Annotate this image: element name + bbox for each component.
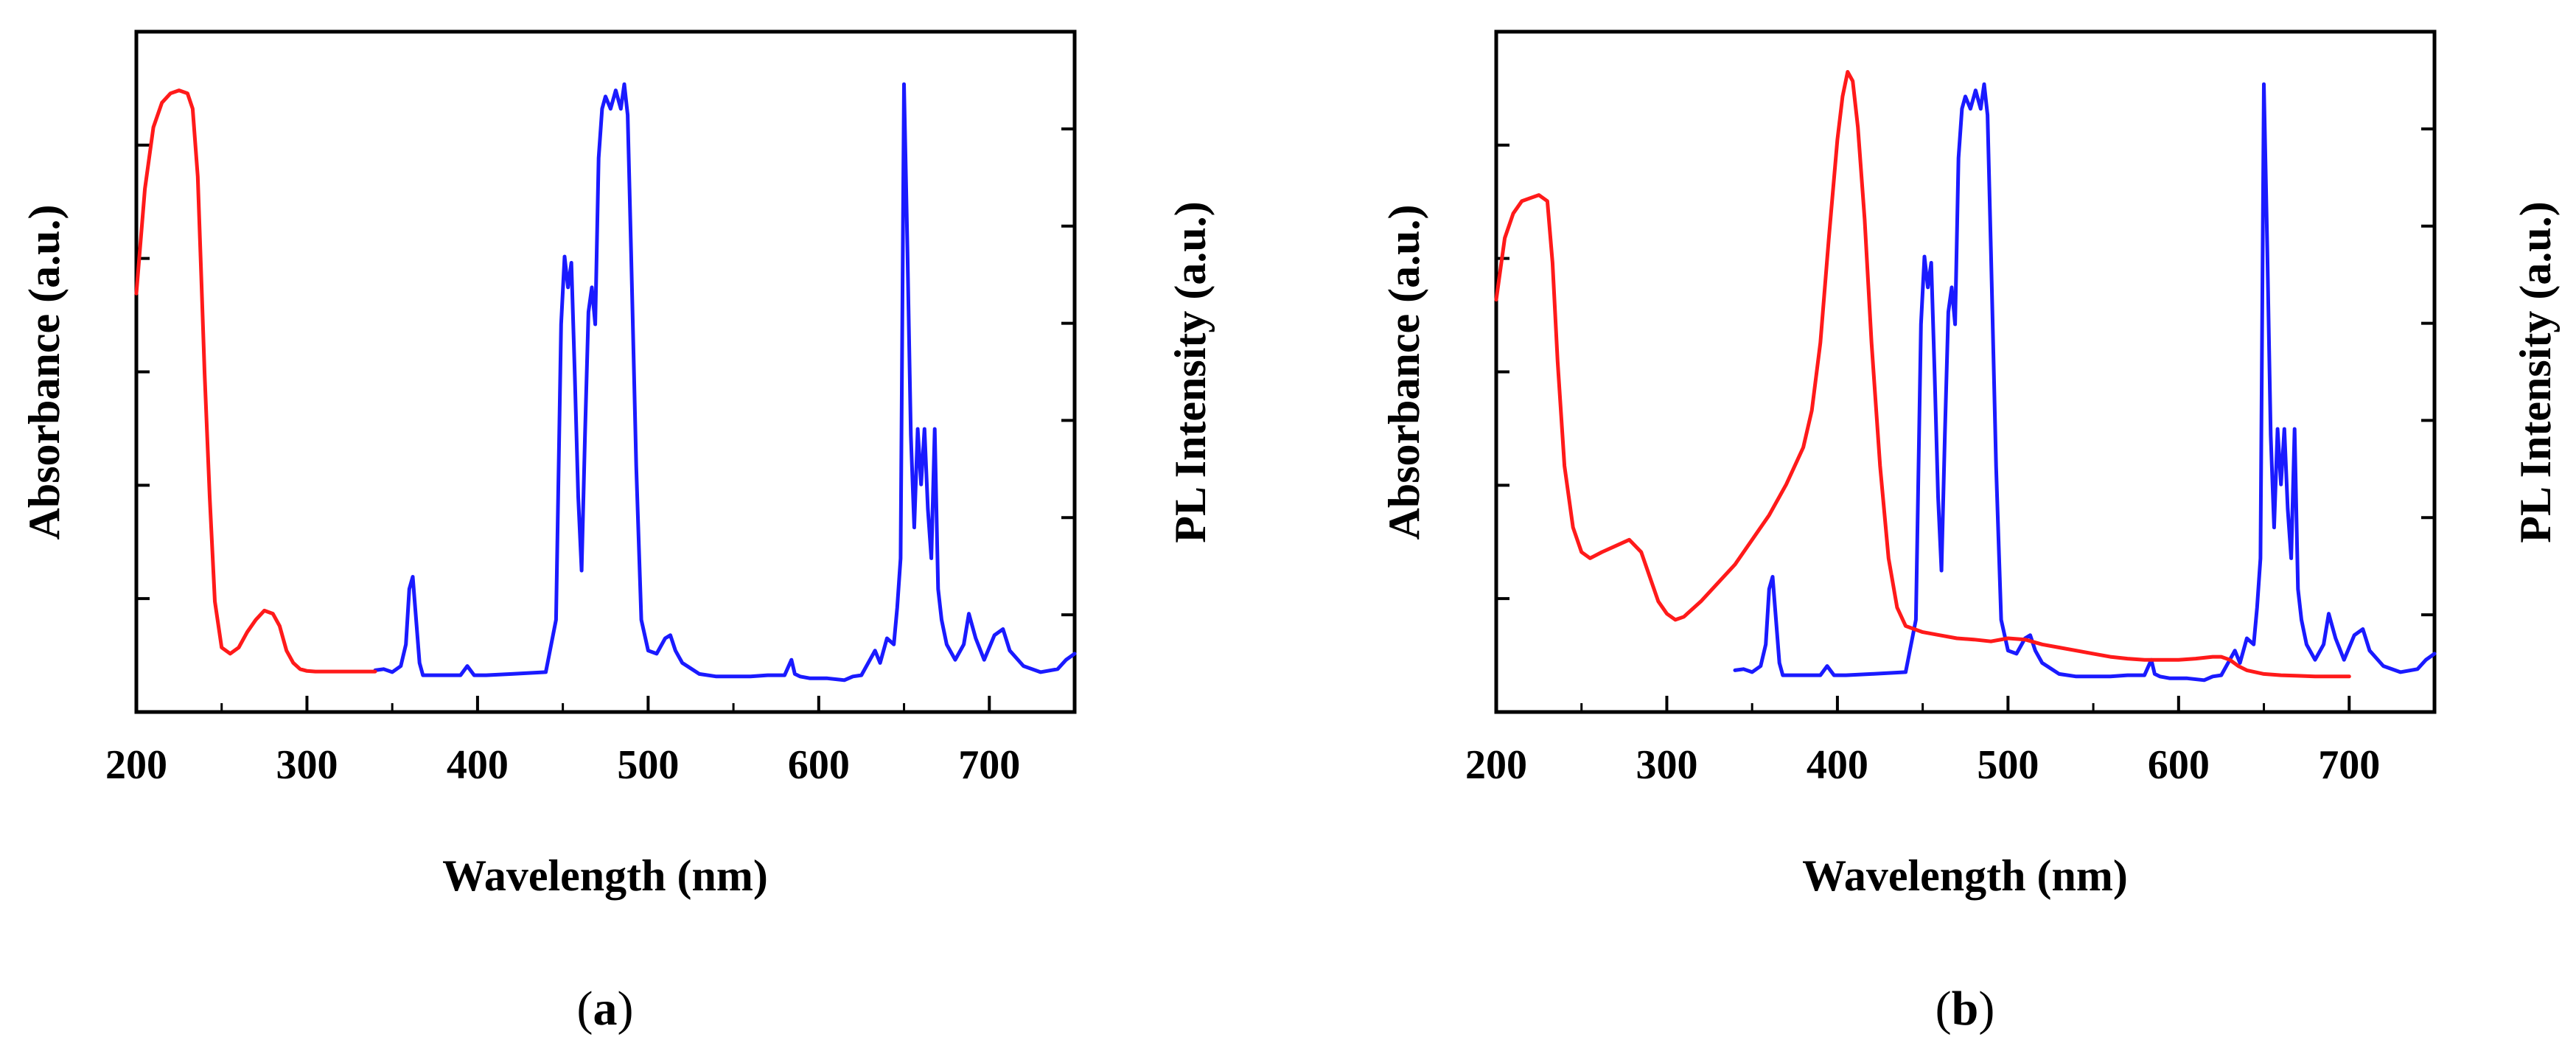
x-tick-label: 300 [1636,742,1697,788]
x-axis-label: Wavelength (nm) [1802,851,2128,900]
x-tick-label: 600 [2148,742,2210,788]
panel-label-letter: b [1952,982,1979,1036]
pl-intensity-series-line [373,82,1077,683]
x-tick-label: 200 [105,742,167,788]
chart-panel-a: 200 300 400 500 600 700 Wavelength (nm) Absor… [20,29,1215,1036]
panel-label: (a) [577,982,634,1036]
x-tick-label: 600 [788,742,850,788]
left-axis-label: Absorbance (a.u.) [20,204,69,540]
plot-lines [134,82,1077,683]
absorbance-series-line [134,88,377,674]
x-tick-label: 400 [1807,742,1868,788]
left-axis-label: Absorbance (a.u.) [1380,204,1428,540]
x-tick-label: 700 [2318,742,2380,788]
plot-lines [1494,70,2437,683]
chart-panel-b: 200 300 400 500 600 700 Wavelength (nm) Absor… [1380,29,2560,1036]
x-tick-label: 400 [447,742,509,788]
x-tick-label: 200 [1465,742,1527,788]
x-tick-label: 500 [617,742,679,788]
x-axis-ticks [135,696,991,712]
right-axis-ticks [2421,127,2434,617]
right-axis-ticks [1061,127,1075,617]
right-axis-label: PL Intensity (a.u.) [1166,201,1215,542]
x-tick-label: 300 [276,742,338,788]
x-tick-labels: 200 300 400 500 600 700 [1465,742,2380,788]
x-axis-ticks [1495,696,2351,712]
panel-label: (b) [1936,982,1995,1036]
x-tick-label: 700 [958,742,1020,788]
absorbance-series-line [1494,70,2351,679]
panel-label-letter: a [593,982,618,1036]
x-axis-label: Wavelength (nm) [442,851,768,900]
right-axis-label: PL Intensity (a.u.) [2511,201,2560,542]
x-tick-labels: 200 300 400 500 600 700 [105,742,1020,788]
x-tick-label: 500 [1977,742,2039,788]
pl-intensity-series-line [1733,82,2437,683]
